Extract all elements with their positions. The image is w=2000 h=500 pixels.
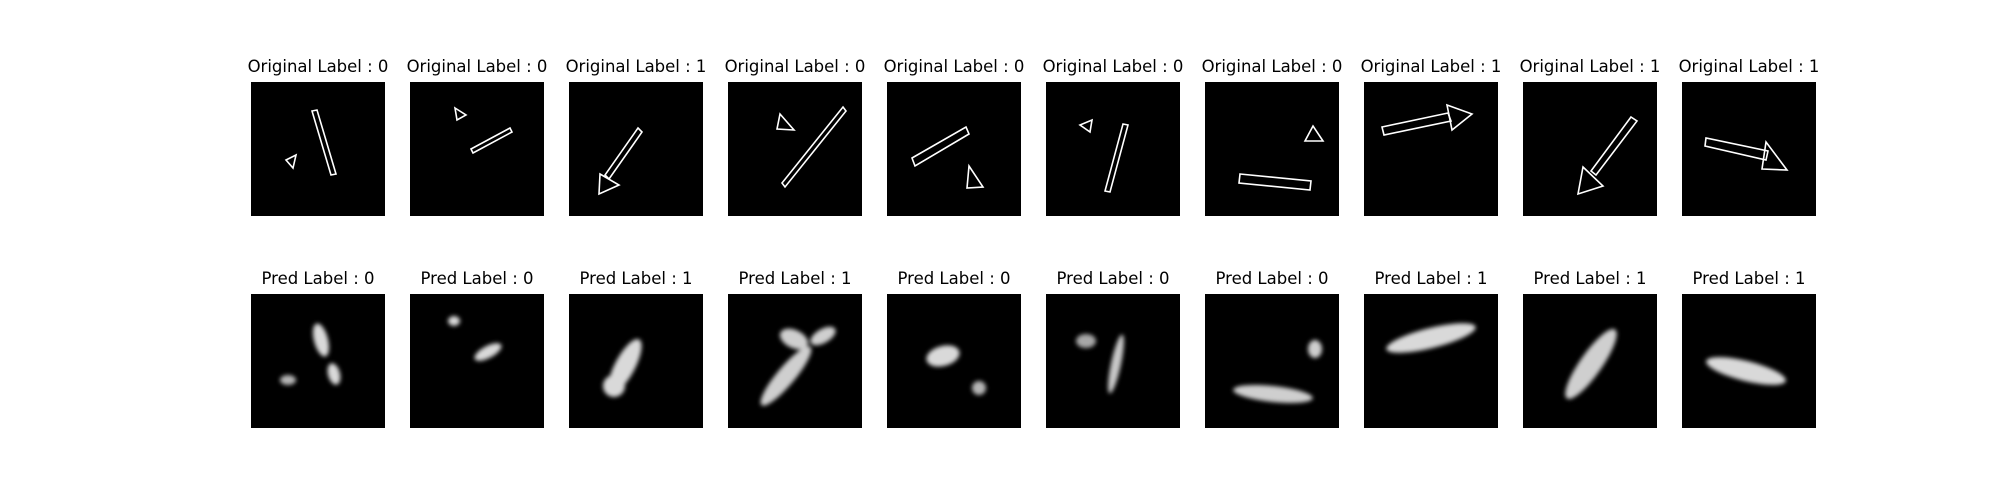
pred-title-8: Pred Label : 1	[1374, 269, 1488, 288]
original-cell-1: Original Label : 0	[248, 57, 388, 227]
predicted-images-row: Pred Label : 0 Pred Label : 0	[251, 269, 1817, 439]
original-cell-8: Original Label : 1	[1361, 57, 1501, 227]
pred-cell-4: Pred Label : 1	[728, 269, 862, 439]
original-image-2	[410, 82, 544, 216]
original-title-1: Original Label : 0	[247, 57, 389, 76]
pred-image-2	[410, 294, 544, 428]
pred-cell-5: Pred Label : 0	[887, 269, 1021, 439]
original-image-10	[1682, 82, 1816, 216]
pred-image-5	[887, 294, 1021, 428]
original-cell-10: Original Label : 1	[1679, 57, 1819, 227]
pred-title-10: Pred Label : 1	[1692, 269, 1806, 288]
pred-cell-7: Pred Label : 0	[1205, 269, 1339, 439]
original-title-5: Original Label : 0	[883, 57, 1025, 76]
original-title-10: Original Label : 1	[1678, 57, 1820, 76]
original-cell-4: Original Label : 0	[725, 57, 865, 227]
pred-title-9: Pred Label : 1	[1533, 269, 1647, 288]
original-image-5	[887, 82, 1021, 216]
pred-cell-8: Pred Label : 1	[1364, 269, 1498, 439]
pred-cell-6: Pred Label : 0	[1046, 269, 1180, 439]
pred-image-9	[1523, 294, 1657, 428]
pred-image-1	[251, 294, 385, 428]
original-title-4: Original Label : 0	[724, 57, 866, 76]
pred-cell-3: Pred Label : 1	[569, 269, 703, 439]
pred-title-6: Pred Label : 0	[1056, 269, 1170, 288]
original-cell-5: Original Label : 0	[884, 57, 1024, 227]
original-cell-3: Original Label : 1	[566, 57, 706, 227]
original-title-7: Original Label : 0	[1201, 57, 1343, 76]
pred-title-5: Pred Label : 0	[897, 269, 1011, 288]
pred-cell-2: Pred Label : 0	[410, 269, 544, 439]
original-title-8: Original Label : 1	[1360, 57, 1502, 76]
pred-title-7: Pred Label : 0	[1215, 269, 1329, 288]
pred-cell-9: Pred Label : 1	[1523, 269, 1657, 439]
pred-title-2: Pred Label : 0	[420, 269, 534, 288]
pred-image-3	[569, 294, 703, 428]
pred-image-7	[1205, 294, 1339, 428]
original-image-4	[728, 82, 862, 216]
original-title-2: Original Label : 0	[406, 57, 548, 76]
original-image-6	[1046, 82, 1180, 216]
original-image-9	[1523, 82, 1657, 216]
pred-cell-10: Pred Label : 1	[1682, 269, 1816, 439]
original-cell-6: Original Label : 0	[1043, 57, 1183, 227]
pred-image-6	[1046, 294, 1180, 428]
pred-title-1: Pred Label : 0	[261, 269, 375, 288]
pred-title-4: Pred Label : 1	[738, 269, 852, 288]
pred-image-8	[1364, 294, 1498, 428]
original-cell-7: Original Label : 0	[1202, 57, 1342, 227]
original-image-8	[1364, 82, 1498, 216]
original-cell-9: Original Label : 1	[1520, 57, 1660, 227]
original-image-7	[1205, 82, 1339, 216]
original-image-3	[569, 82, 703, 216]
original-title-6: Original Label : 0	[1042, 57, 1184, 76]
pred-cell-1: Pred Label : 0	[251, 269, 385, 439]
original-image-1	[251, 82, 385, 216]
original-title-3: Original Label : 1	[565, 57, 707, 76]
original-title-9: Original Label : 1	[1519, 57, 1661, 76]
pred-image-4	[728, 294, 862, 428]
pred-title-3: Pred Label : 1	[579, 269, 693, 288]
original-images-row: Original Label : 0 Original Label : 0 Or…	[248, 57, 1819, 227]
original-cell-2: Original Label : 0	[407, 57, 547, 227]
pred-image-10	[1682, 294, 1816, 428]
